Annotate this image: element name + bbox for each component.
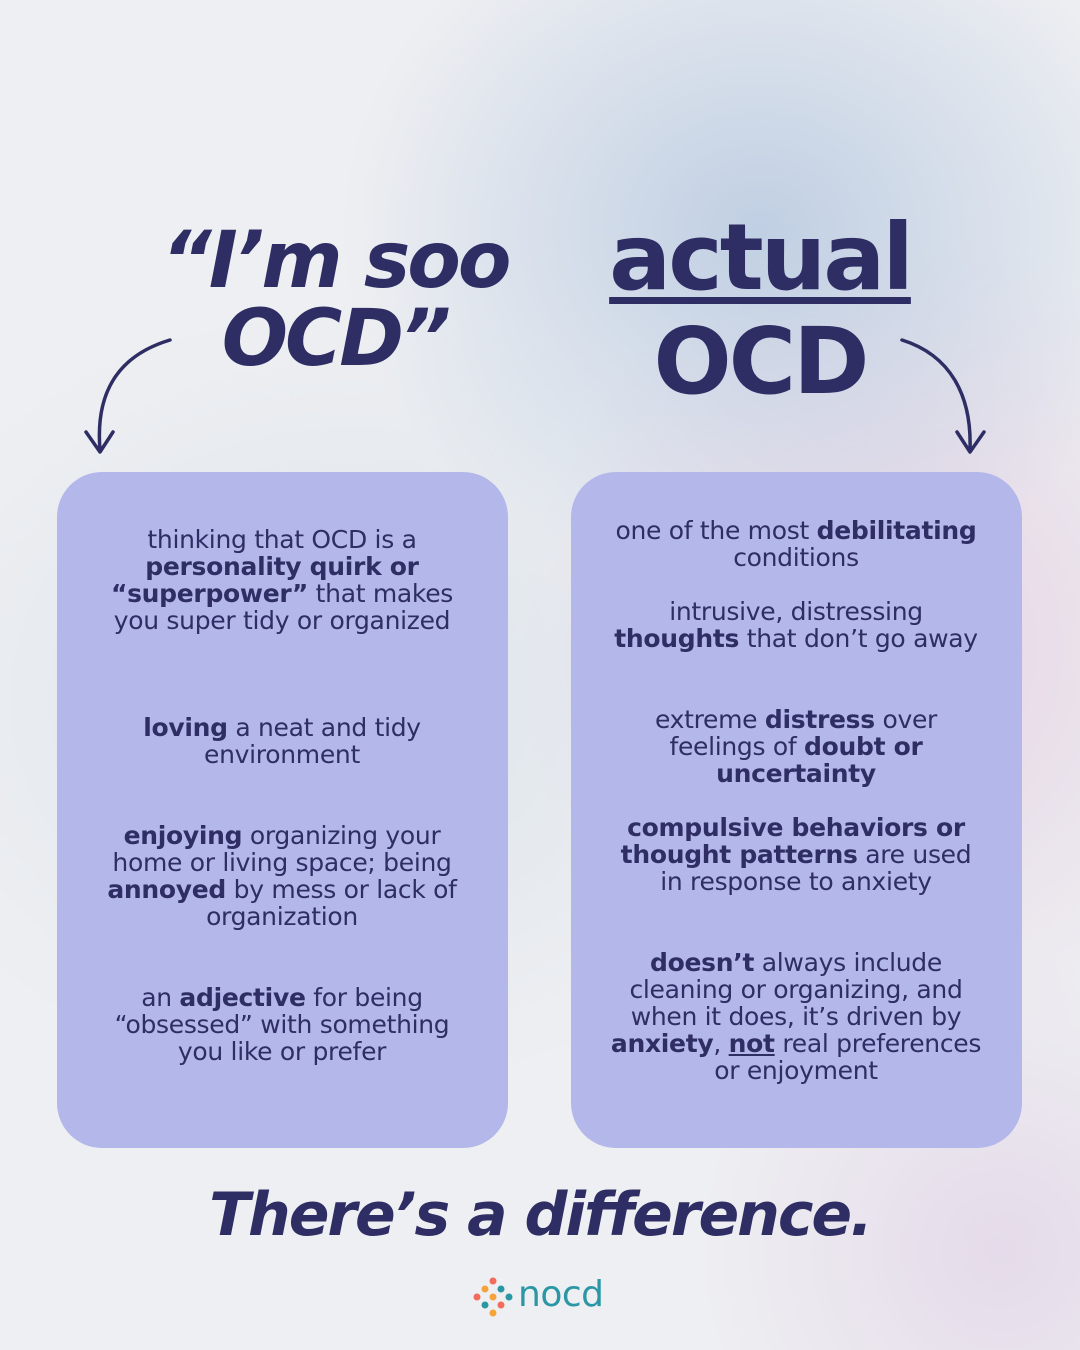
left-heading: “I’m soo OCD”: [110, 222, 560, 378]
text-run: over feelings of: [669, 705, 938, 761]
bullet-text: doesn’t always include cleaning or organ…: [606, 949, 986, 1084]
text-run: an: [141, 983, 180, 1012]
text-run: one of the most: [615, 516, 817, 545]
text-run: extreme: [654, 705, 765, 734]
bullet-text: compulsive behaviors or thought patterns…: [606, 814, 986, 895]
text-run: doesn’t: [650, 948, 755, 977]
bullet-text: one of the most debilitating conditions: [606, 517, 986, 571]
text-run: personality quirk or “superpower”: [110, 552, 419, 608]
right-arrowhead: [955, 430, 986, 454]
bullet-text: extreme distress over feelings of doubt …: [606, 706, 986, 787]
right-heading: actual OCD: [580, 212, 940, 408]
heading-line: actual: [609, 204, 914, 311]
right-card: [571, 472, 1022, 1148]
left-arrowhead: [84, 430, 115, 454]
text-run: enjoying: [123, 821, 243, 850]
text-run: always include cleaning or organizing, a…: [629, 948, 963, 1031]
text-run: compulsive behaviors or thought patterns: [620, 813, 966, 869]
text-run: adjective: [179, 983, 306, 1012]
text-run: for being “obsessed” with something you …: [114, 983, 450, 1066]
bullet-text: loving a neat and tidy environment: [92, 714, 472, 768]
text-run: conditions: [733, 543, 859, 572]
text-run: intrusive, distressing: [669, 597, 923, 626]
heading-line: OCD: [653, 308, 869, 415]
text-run: ,: [713, 1029, 729, 1058]
right-arrow: [900, 338, 972, 452]
bullet-text: thinking that OCD is a personality quirk…: [92, 526, 472, 634]
text-run: that makes you super tidy or organized: [113, 579, 454, 635]
text-run: not: [728, 1029, 775, 1058]
logo: nocd: [518, 1274, 604, 1315]
heading-line: OCD”: [221, 294, 452, 384]
text-run: a neat and tidy environment: [204, 713, 421, 769]
bullet-text: enjoying organizing your home or living …: [92, 822, 472, 930]
text-run: anxiety: [610, 1029, 714, 1058]
text-run: by mess or lack of organization: [206, 875, 457, 931]
text-run: thinking that OCD is a: [147, 525, 417, 554]
text-run: are used in response to anxiety: [660, 840, 972, 896]
bullet-text: intrusive, distressing thoughts that don…: [606, 598, 986, 652]
text-run: annoyed: [107, 875, 227, 904]
text-run: loving: [143, 713, 228, 742]
text-run: real preferences or enjoyment: [714, 1029, 982, 1085]
tagline: There’s a difference.: [209, 1180, 873, 1250]
text-run: that don’t go away: [739, 624, 978, 653]
left-card: [57, 472, 508, 1148]
bullet-text: an adjective for being “obsessed” with s…: [92, 984, 472, 1065]
heading-line: “I’m soo: [161, 216, 512, 306]
left-arrow: [97, 338, 172, 452]
text-run: debilitating: [816, 516, 977, 545]
text-run: doubt or uncertainty: [716, 732, 923, 788]
text-run: distress: [764, 705, 875, 734]
logo-icon: [473, 1277, 513, 1317]
text-run: thoughts: [614, 624, 740, 653]
text-run: organizing your home or living space; be…: [112, 821, 452, 877]
